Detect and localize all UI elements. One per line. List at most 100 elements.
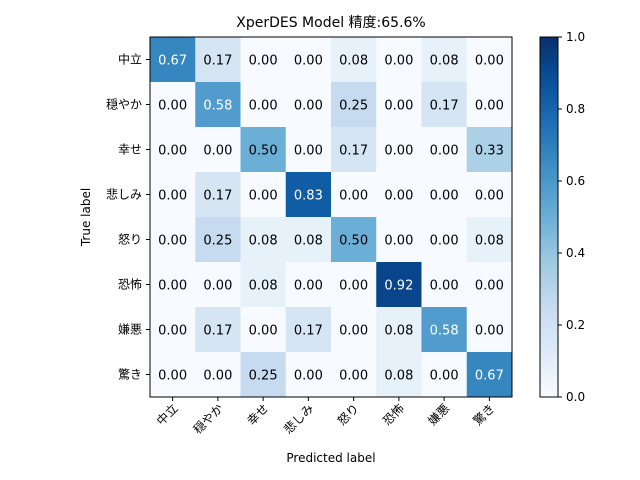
x-tick-label: 悲しみ	[280, 401, 316, 437]
heatmap-cell	[466, 37, 513, 83]
cell-value-label: 0.00	[158, 324, 187, 339]
cell-value-label: 0.08	[384, 369, 413, 384]
x-tick-label: 穏やか	[191, 401, 226, 436]
cell-value-label: 0.00	[475, 189, 504, 204]
heatmap-cell	[240, 217, 287, 263]
cell-value-label: 0.00	[430, 234, 459, 249]
heatmap-cell	[331, 217, 377, 263]
heatmap-cell	[240, 172, 287, 218]
colorbar-tick-label: 0.6	[566, 174, 585, 188]
cell-value-label: 0.50	[249, 144, 278, 159]
cell-value-label: 0.00	[203, 279, 232, 294]
cell-value-label: 0.00	[384, 234, 413, 249]
cell-value-label: 0.17	[203, 324, 232, 339]
heatmap-cell	[150, 172, 196, 218]
heatmap-cell	[150, 127, 196, 173]
cell-value-label: 0.17	[339, 144, 368, 159]
cell-value-label: 0.67	[475, 369, 504, 384]
cell-value-label: 0.00	[158, 144, 187, 159]
colorbar-tick-label: 1.0	[566, 30, 585, 44]
cell-value-label: 0.00	[339, 189, 368, 204]
cell-value-label: 0.00	[430, 369, 459, 384]
heatmap-cell	[285, 172, 332, 218]
heatmap-cell	[376, 37, 422, 83]
heatmap-cell	[376, 82, 422, 128]
cell-value-label: 0.00	[158, 369, 187, 384]
cell-value-label: 0.00	[430, 279, 459, 294]
x-tick-label: 幸せ	[244, 401, 271, 428]
heatmap-cell	[421, 307, 468, 353]
cell-value-label: 0.17	[203, 54, 232, 69]
heatmap-cell	[421, 172, 468, 218]
y-axis-label: True label	[79, 188, 93, 247]
colorbar-ticks: 0.0 0.2 0.4 0.6 0.8 1.0	[558, 30, 585, 404]
heatmap-cell	[376, 172, 422, 218]
cell-value-label: 0.00	[158, 234, 187, 249]
x-tick-label: 驚き	[470, 401, 498, 429]
cell-value-label: 0.00	[384, 99, 413, 114]
cell-value-label: 0.08	[384, 324, 413, 339]
x-tick-label: 中立	[153, 401, 181, 429]
y-tick-label: 悲しみ	[106, 187, 142, 202]
heatmap-cell	[195, 307, 241, 353]
heatmap-cell	[285, 82, 332, 128]
heatmap-cell	[466, 262, 513, 308]
cell-value-label: 0.08	[249, 279, 278, 294]
cell-value-label: 0.00	[249, 54, 278, 69]
heatmap-cell	[195, 217, 241, 263]
heatmap-cell	[150, 82, 196, 128]
cell-value-label: 0.83	[294, 189, 323, 204]
heatmap-cell	[240, 127, 287, 173]
cell-value-label: 0.25	[339, 99, 368, 114]
cell-value-label: 0.00	[294, 99, 323, 114]
cell-value-label: 0.00	[294, 144, 323, 159]
colorbar-gradient	[539, 36, 559, 398]
cell-value-label: 0.00	[384, 54, 413, 69]
cell-value-label: 0.08	[339, 54, 368, 69]
heatmap-cell	[466, 127, 513, 173]
heatmap-cell	[195, 37, 241, 83]
cell-value-label: 0.00	[339, 324, 368, 339]
heatmap-cell	[376, 352, 422, 398]
heatmap-cell	[421, 82, 468, 128]
cell-value-label: 0.00	[203, 144, 232, 159]
cell-value-label: 0.00	[430, 189, 459, 204]
heatmap-cells: 0.67 0.17 0.00 0.00 0.08 0.00 0.08 0.00 0.00 0.58…	[150, 37, 513, 398]
cell-value-label: 0.08	[475, 234, 504, 249]
heatmap-cell	[331, 37, 377, 83]
heatmap-cell	[285, 262, 332, 308]
heatmap-cell	[285, 127, 332, 173]
heatmap-cell	[240, 307, 287, 353]
cell-value-label: 0.00	[475, 99, 504, 114]
cell-value-label: 0.92	[384, 279, 413, 294]
heatmap-cell	[150, 217, 196, 263]
heatmap-cell	[466, 82, 513, 128]
y-tick-label: 中立	[118, 52, 142, 67]
heatmap-cell	[466, 217, 513, 263]
heatmap-cell	[331, 262, 377, 308]
heatmap-cell	[331, 352, 377, 398]
cell-value-label: 0.00	[158, 279, 187, 294]
cell-value-label: 0.00	[203, 369, 232, 384]
heatmap-cell	[150, 307, 196, 353]
chart-title: XperDES Model 精度:65.6%	[236, 15, 426, 31]
cell-value-label: 0.58	[430, 324, 459, 339]
x-tick-label: 恐怖	[379, 401, 407, 429]
heatmap-cell	[150, 352, 196, 398]
cell-value-label: 0.00	[158, 189, 187, 204]
heatmap-cell	[421, 352, 468, 398]
x-axis-ticks: 中立 穏やか 幸せ 悲しみ 怒り 恐怖 嫌悪 驚き	[153, 397, 497, 437]
cell-value-label: 0.00	[249, 324, 278, 339]
heatmap-cell	[331, 82, 377, 128]
colorbar-tick-label: 0.2	[566, 318, 585, 332]
y-tick-label: 嫌悪	[118, 323, 142, 337]
cell-value-label: 0.58	[203, 99, 232, 114]
heatmap-cell	[421, 127, 468, 173]
cell-value-label: 0.00	[249, 99, 278, 114]
heatmap-cell	[466, 307, 513, 353]
heatmap-cell	[150, 262, 196, 308]
colorbar-tick-label: 0.0	[566, 390, 585, 404]
heatmap-cell	[376, 262, 422, 308]
heatmap-cell	[376, 307, 422, 353]
